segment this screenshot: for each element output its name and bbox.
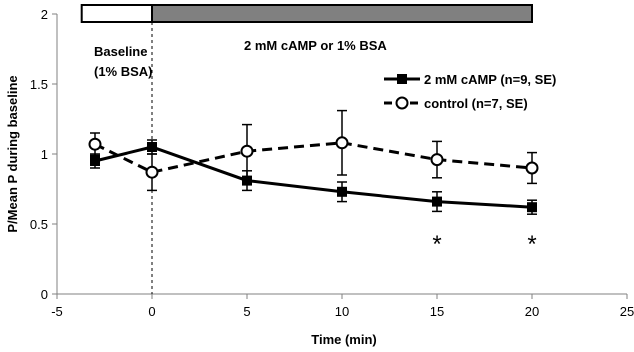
data-point-control [240, 144, 254, 158]
data-point-control [88, 137, 102, 151]
series-line-control [94, 141, 533, 174]
x-tick-label: 15 [430, 304, 444, 319]
significance-star: * [432, 231, 441, 258]
x-tick-label: 5 [243, 304, 250, 319]
data-point-camp [527, 202, 537, 213]
baseline-label-line2: (1% BSA) [94, 64, 153, 79]
legend-label-control: control (n=7, SE) [424, 96, 528, 111]
baseline-label-line1: Baseline [94, 44, 147, 59]
x-tick-label: 10 [335, 304, 349, 319]
significance-marks: * * [432, 231, 536, 258]
y-tick-label: 0 [41, 287, 48, 302]
data-point-camp [90, 156, 100, 166]
y-tick-label: 1 [41, 147, 48, 162]
y-tick-label: 2 [41, 7, 48, 22]
x-tick-label: 20 [525, 304, 539, 319]
x-axis-title: Time (min) [311, 332, 377, 347]
series-camp [90, 139, 537, 215]
tick-labels: 00.511.52-5 0 5 10 15 20 25 [30, 7, 634, 319]
data-point-control [430, 153, 444, 167]
y-tick-label: 1.5 [30, 77, 48, 92]
data-point-camp [432, 196, 442, 207]
legend-marker-control [395, 96, 409, 110]
x-tick-label: 0 [148, 304, 155, 319]
x-tick-label: 25 [620, 304, 634, 319]
baseline-period-bar [80, 4, 153, 23]
x-tick-label: -5 [51, 304, 63, 319]
series-line-camp [94, 145, 533, 209]
series-group [88, 109, 539, 215]
significance-star: * [527, 231, 536, 258]
data-point-control [525, 161, 539, 175]
y-tick-label: 0.5 [30, 217, 48, 232]
legend-marker-camp [397, 74, 407, 84]
legend-label-camp: 2 mM cAMP (n=9, SE) [424, 72, 556, 87]
data-point-camp [147, 142, 157, 152]
data-point-control [335, 136, 349, 150]
treatment-label: 2 mM cAMP or 1% BSA [244, 38, 387, 53]
data-point-camp [242, 175, 252, 186]
data-point-control [145, 165, 159, 179]
y-axis-title: P/Mean P during baseline [5, 75, 20, 232]
legend: 2 mM cAMP (n=9, SE) control (n=7, SE) [384, 72, 556, 111]
series-control [88, 109, 539, 192]
treatment-period-bar [151, 4, 533, 23]
data-point-camp [337, 186, 347, 197]
condition-bar [80, 4, 533, 23]
